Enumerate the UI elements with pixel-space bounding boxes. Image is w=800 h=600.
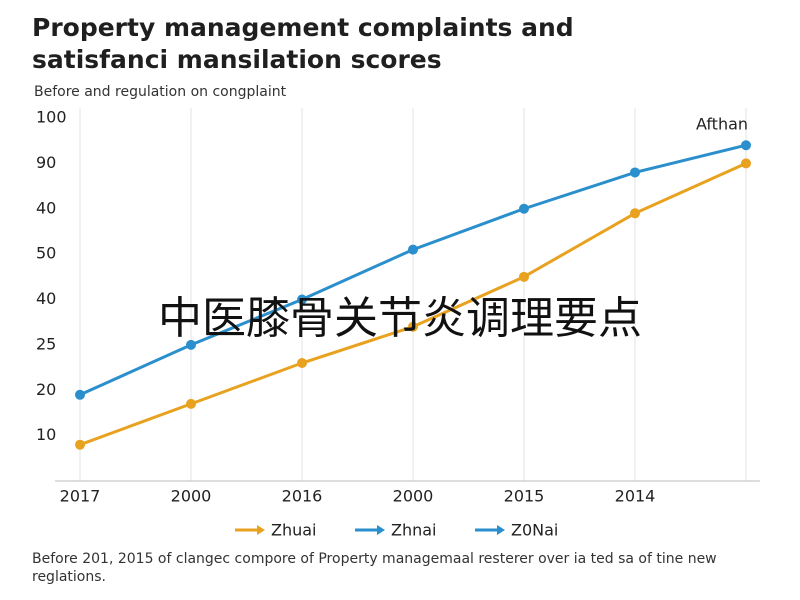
point [519, 203, 529, 214]
point [741, 158, 751, 169]
y-tick-label: 10 [36, 425, 56, 444]
x-tick-label: 2016 [282, 487, 323, 506]
chart-subtitle: Before and regulation on congplaint [34, 84, 287, 100]
footnote: Before 201, 2015 of clangec compore of P… [32, 551, 717, 585]
point [519, 271, 529, 282]
point [297, 294, 307, 305]
point [297, 358, 307, 369]
point [75, 439, 85, 450]
point [186, 398, 196, 409]
point [630, 167, 640, 178]
x-tick-label: 2000 [393, 487, 434, 506]
y-tick-label: 50 [36, 244, 56, 263]
x-tick-label: 2017 [60, 487, 101, 506]
point [408, 321, 418, 332]
y-tick-label: 40 [36, 198, 56, 217]
y-tick-label: 40 [36, 289, 56, 308]
y-tick-label: 20 [36, 380, 56, 399]
point [741, 140, 751, 151]
point [630, 208, 640, 219]
y-tick-label: 25 [36, 334, 56, 353]
point [186, 339, 196, 350]
legend-label: Zhnai [391, 521, 437, 540]
legend-arrow [377, 525, 385, 535]
annotation: Afthan [696, 115, 748, 134]
y-tick-label: 90 [36, 153, 56, 172]
x-tick-label: 2014 [615, 487, 656, 506]
point [408, 244, 418, 255]
y-tick-label: 100 [36, 108, 67, 127]
legend-label: Zhuai [271, 521, 317, 540]
legend-arrow [257, 525, 265, 535]
chart-title: Property management complaints and satis… [32, 13, 574, 74]
legend-arrow [497, 525, 505, 535]
legend-label: Z0Nai [511, 521, 558, 540]
x-tick-label: 2015 [504, 487, 545, 506]
watermark: 中医膝骨关节炎调理要点 [158, 293, 642, 344]
x-tick-label: 2000 [171, 487, 212, 506]
point [75, 389, 85, 400]
